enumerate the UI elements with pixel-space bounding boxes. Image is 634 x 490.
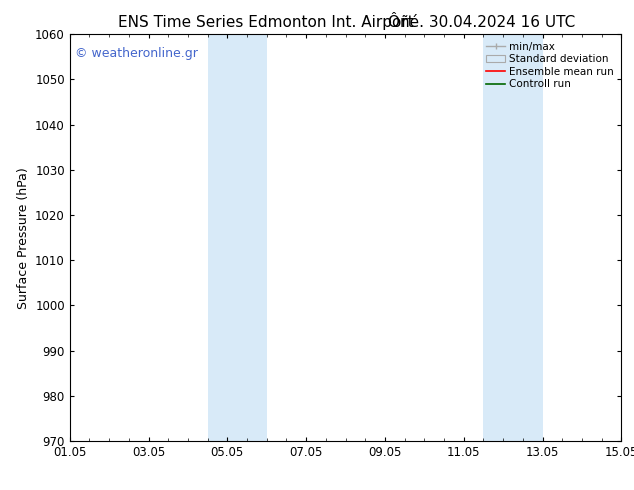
Bar [483, 34, 543, 441]
Y-axis label: Surface Pressure (hPa): Surface Pressure (hPa) [16, 167, 30, 309]
Text: © weatheronline.gr: © weatheronline.gr [75, 47, 198, 59]
Text: ENS Time Series Edmonton Int. Airport: ENS Time Series Edmonton Int. Airport [119, 15, 414, 30]
Legend: min/max, Standard deviation, Ensemble mean run, Controll run: min/max, Standard deviation, Ensemble me… [484, 40, 616, 92]
Bar [207, 34, 267, 441]
Text: Ôñé. 30.04.2024 16 UTC: Ôñé. 30.04.2024 16 UTC [388, 15, 576, 30]
